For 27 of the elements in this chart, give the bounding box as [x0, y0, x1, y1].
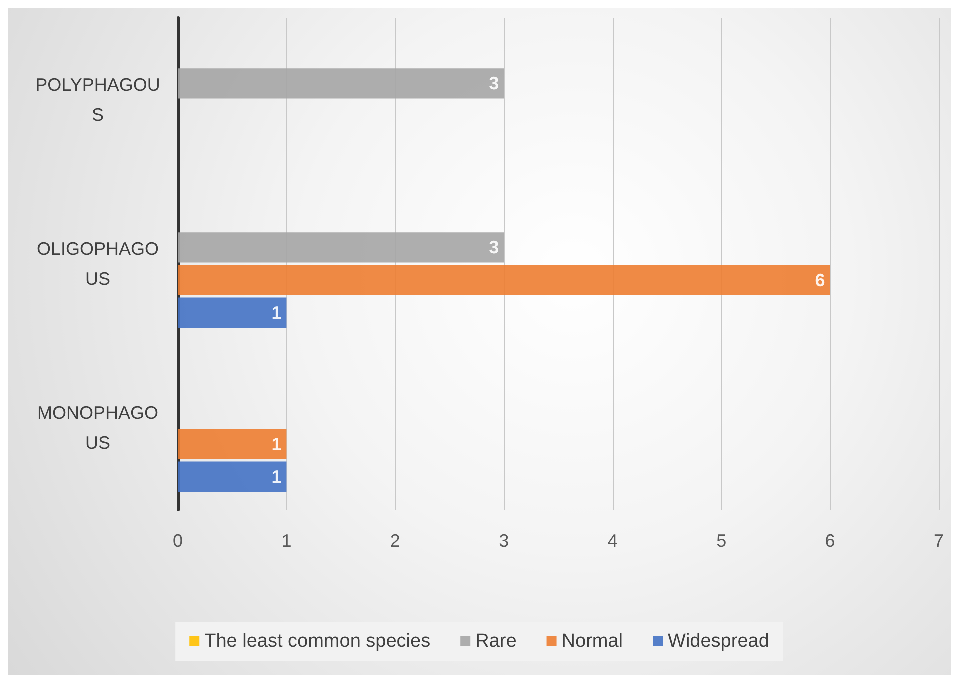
bar	[178, 298, 287, 328]
x-tick-label: 6	[825, 531, 836, 551]
data-label: 6	[815, 270, 826, 290]
legend-label: Normal	[562, 631, 624, 652]
x-tick-label: 7	[934, 531, 944, 551]
x-tick-label: 1	[282, 531, 292, 551]
legend-label: Widespread	[668, 631, 770, 652]
data-label: 3	[489, 238, 500, 258]
legend-label: Rare	[476, 631, 517, 652]
x-tick-label: 4	[608, 531, 618, 551]
data-label: 1	[272, 466, 282, 487]
data-label: 3	[489, 74, 500, 94]
bar	[178, 462, 287, 492]
data-label: 1	[272, 434, 282, 454]
y-tick-label: OLIGOPHAGOUS	[36, 239, 160, 289]
bar	[178, 68, 504, 99]
y-tick-label: POLYPHAGOUS	[36, 75, 160, 125]
bar	[178, 265, 830, 296]
legend-label: The least common species	[204, 631, 431, 652]
y-tick-label: MONOPHAGOUS	[37, 403, 159, 453]
data-label: 1	[272, 302, 282, 323]
x-tick-label: 3	[499, 531, 510, 551]
bar	[178, 232, 504, 263]
x-tick-label: 0	[172, 531, 184, 551]
bar	[178, 429, 287, 460]
x-tick-label: 2	[390, 531, 400, 551]
x-tick-label: 5	[716, 531, 727, 551]
